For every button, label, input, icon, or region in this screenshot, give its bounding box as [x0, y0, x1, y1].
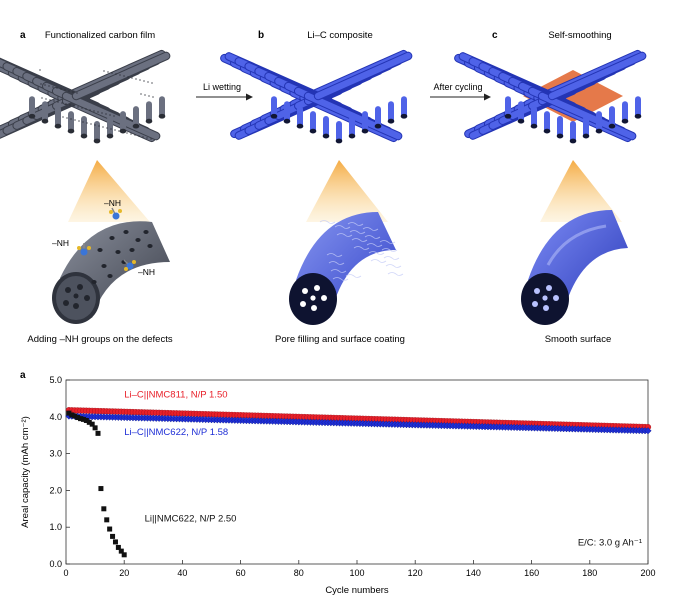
smooth-fiber-closeup	[521, 210, 628, 325]
data-point	[104, 517, 110, 523]
data-point	[121, 552, 127, 558]
x-tick-label: 20	[119, 568, 129, 578]
capacity-chart: 0 20 40 60 80 100 120 140 160 180 200 0.0 1.0 2.0 3.0 4…	[20, 375, 656, 596]
y-tick-label: 2.0	[49, 485, 62, 495]
data-point	[101, 506, 107, 512]
nh-label-right: –NH	[138, 267, 155, 277]
data-point	[86, 419, 92, 425]
series-li-nmc622-points	[66, 410, 127, 558]
legend-li-nmc622: Li||NMC622, N/P 2.50	[145, 514, 237, 525]
data-point	[107, 526, 113, 532]
x-tick-label: 180	[582, 568, 597, 578]
data-point	[95, 430, 101, 436]
caption-a: Adding –NH groups on the defects	[27, 334, 172, 345]
data-point	[112, 539, 118, 545]
legend-nmc622: Li–C||NMC622, N/P 1.58	[124, 427, 228, 438]
panel-title-c: Self-smoothing	[548, 30, 611, 41]
data-point	[89, 421, 95, 427]
x-tick-label: 200	[640, 568, 655, 578]
data-point	[118, 548, 124, 554]
data-point	[110, 533, 116, 539]
panel-title-b: Li–C composite	[307, 30, 372, 41]
after-cycling-arrow	[430, 93, 491, 101]
y-tick-label: 5.0	[49, 375, 62, 385]
data-point	[69, 412, 75, 418]
nh-group-molecules	[77, 207, 136, 271]
coated-fiber-closeup	[289, 212, 404, 325]
data-point	[75, 415, 81, 421]
panel-letter-a: a	[20, 30, 26, 41]
panel-letter-b: b	[258, 30, 264, 41]
chart-panel-letter: a	[20, 370, 26, 381]
data-point	[78, 416, 84, 422]
x-tick-label: 100	[349, 568, 364, 578]
data-point	[115, 544, 121, 550]
x-tick-label: 140	[466, 568, 481, 578]
x-tick-label: 80	[294, 568, 304, 578]
nh-label-left: –NH	[52, 238, 69, 248]
x-tick-label: 120	[408, 568, 423, 578]
after-cycling-label: After cycling	[433, 82, 482, 92]
y-tick-label: 0.0	[49, 559, 62, 569]
x-tick-label: 40	[177, 568, 187, 578]
x-tick-label: 0	[63, 568, 68, 578]
zoom-cone-b	[306, 160, 388, 222]
self-smoothing-mesh	[454, 49, 647, 144]
y-tick-label: 3.0	[49, 449, 62, 459]
legend-nmc811: Li–C||NMC811, N/P 1.50	[124, 390, 227, 401]
data-point	[80, 416, 86, 422]
x-axis-label: Cycle numbers	[325, 585, 389, 596]
y-axis-label: Areal capacity (mAh cm⁻²)	[20, 416, 31, 528]
li-c-composite-mesh	[220, 49, 413, 144]
porous-fiber-closeup	[52, 221, 170, 324]
x-tick-label: 160	[524, 568, 539, 578]
data-point	[66, 410, 72, 416]
caption-b: Pore filling and surface coating	[275, 334, 405, 345]
carbon-film-mesh	[0, 49, 171, 144]
data-point	[83, 417, 89, 423]
panel-title-a: Functionalized carbon film	[45, 30, 155, 41]
data-point	[72, 413, 78, 419]
x-tick-label: 60	[236, 568, 246, 578]
plot-frame	[65, 379, 649, 565]
y-tick-label: 4.0	[49, 412, 62, 422]
li-wetting-label: Li wetting	[203, 82, 241, 92]
nh-label-top: –NH	[104, 198, 121, 208]
zoom-cone-a	[68, 160, 150, 222]
data-point	[98, 486, 104, 492]
caption-c: Smooth surface	[545, 334, 612, 345]
data-point	[92, 425, 98, 431]
ec-ratio-annotation: E/C: 3.0 g Ah⁻¹	[578, 538, 642, 549]
li-wetting-arrow	[196, 93, 253, 101]
y-tick-label: 1.0	[49, 522, 62, 532]
data-point	[644, 427, 652, 435]
zoom-cone-c	[540, 160, 622, 222]
panel-letter-c: c	[492, 30, 498, 41]
